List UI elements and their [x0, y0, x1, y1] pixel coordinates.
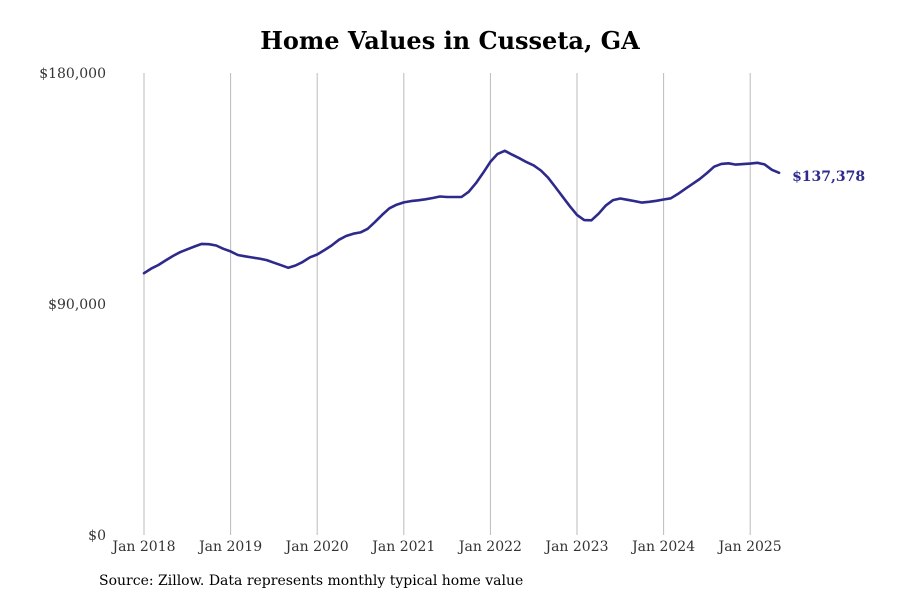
x-tick-label: Jan 2019 [197, 539, 262, 555]
y-tick-label: $90,000 [48, 297, 106, 313]
grid-lines [143, 73, 751, 535]
chart-title: Home Values in Cusseta, GA [260, 26, 640, 55]
x-axis-labels: Jan 2018 Jan 2019 Jan 2020 Jan 2021 Jan 2022… [110, 539, 781, 555]
series-line [142, 149, 781, 275]
y-axis-labels: $0 $90,000 $180,000 [39, 66, 106, 544]
x-tick-label: Jan 2023 [543, 539, 608, 555]
last-value-label: $137,378 [792, 169, 865, 185]
y-tick-label: $0 [88, 528, 106, 544]
x-tick-label: Jan 2024 [630, 539, 695, 555]
end-label-layer: $137,378 [792, 169, 865, 185]
x-tick-label: Jan 2022 [457, 539, 522, 555]
series-layer [142, 149, 781, 275]
source-note: Source: Zillow. Data represents monthly … [99, 573, 524, 589]
x-tick-label: Jan 2020 [284, 539, 349, 555]
x-tick-label: Jan 2018 [110, 539, 175, 555]
x-tick-label: Jan 2021 [370, 539, 435, 555]
y-tick-label: $180,000 [39, 66, 106, 82]
x-tick-label: Jan 2025 [717, 539, 782, 555]
